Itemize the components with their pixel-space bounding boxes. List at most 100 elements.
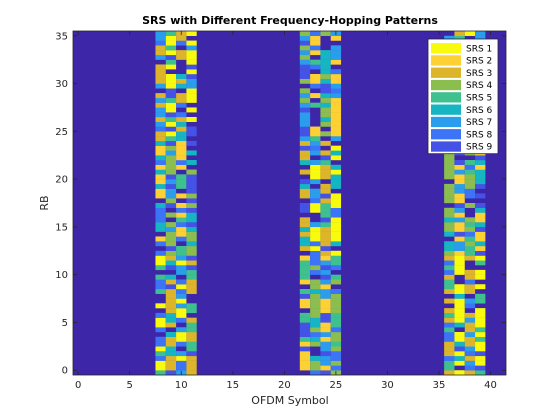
srs-cell	[165, 74, 177, 79]
srs-cell	[444, 312, 455, 318]
srs-cell	[165, 341, 177, 347]
srs-cell	[176, 308, 187, 314]
srs-cell	[155, 327, 166, 333]
srs-cell	[310, 164, 321, 170]
srs-cell	[310, 241, 321, 247]
srs-cell	[454, 322, 465, 328]
srs-cell	[320, 183, 331, 189]
srs-cell	[310, 279, 321, 285]
srs-cell	[444, 155, 455, 161]
srs-cell	[330, 317, 342, 323]
srs-cell	[320, 74, 331, 79]
srs-cell	[176, 355, 187, 361]
srs-cell	[299, 188, 311, 194]
srs-cell	[155, 370, 166, 376]
srs-cell	[310, 126, 321, 132]
srs-cell	[155, 179, 166, 185]
srs-cell	[330, 327, 342, 333]
srs-cell	[165, 174, 177, 180]
srs-cell	[155, 83, 166, 89]
srs-cell	[444, 284, 455, 290]
srs-cell	[186, 346, 197, 352]
srs-cell	[464, 346, 476, 352]
srs-cell	[299, 226, 311, 232]
srs-cell	[464, 322, 476, 328]
srs-cell	[176, 260, 187, 266]
srs-cell	[176, 289, 187, 294]
srs-cell	[330, 169, 342, 175]
srs-cell	[176, 140, 187, 146]
srs-cell	[464, 217, 476, 223]
srs-cell	[165, 121, 177, 127]
srs-cell	[155, 193, 166, 199]
srs-cell	[454, 293, 465, 299]
srs-cell	[165, 64, 177, 70]
srs-cell	[464, 250, 476, 256]
srs-cell	[310, 265, 321, 271]
srs-cell	[155, 279, 166, 285]
srs-cell	[165, 289, 177, 294]
srs-cell	[444, 193, 455, 199]
srs-cell	[464, 246, 476, 251]
srs-cell	[464, 274, 476, 280]
srs-cell	[176, 150, 187, 156]
srs-cell	[320, 231, 331, 237]
srs-cell	[475, 317, 486, 323]
srs-cell	[165, 351, 177, 357]
srs-cell	[454, 164, 465, 170]
srs-cell	[320, 312, 331, 318]
srs-cell	[330, 255, 342, 261]
srs-cell	[320, 31, 331, 36]
srs-cell	[176, 231, 187, 237]
srs-cell	[454, 255, 465, 261]
x-tick-label: 10	[175, 380, 188, 391]
srs-cell	[330, 207, 342, 213]
axis-ticks: 0 5 10 15 20 25 30 35 40 0 5 10 15 20 25 30 35	[55, 31, 506, 391]
srs-cell	[165, 332, 177, 337]
srs-cell	[454, 203, 465, 208]
srs-cell	[320, 193, 331, 199]
srs-cell	[310, 269, 321, 275]
srs-cell	[330, 293, 342, 299]
srs-cell	[155, 303, 166, 309]
srs-cell	[444, 246, 455, 251]
srs-cell	[464, 255, 476, 261]
srs-cell	[186, 93, 197, 99]
srs-cell	[165, 50, 177, 56]
srs-cell	[444, 174, 455, 180]
srs-cell	[165, 126, 177, 132]
legend-label: SRS 3	[466, 69, 492, 79]
srs-cell	[330, 93, 342, 99]
srs-cell	[320, 370, 331, 376]
srs-cell	[165, 155, 177, 161]
srs-cell	[454, 351, 465, 357]
srs-cell	[464, 174, 476, 180]
srs-cell	[310, 322, 321, 328]
srs-cell	[320, 355, 331, 361]
srs-cell	[176, 332, 187, 337]
srs-cell	[299, 54, 311, 60]
srs-cell	[475, 193, 486, 199]
srs-cell	[176, 341, 187, 347]
srs-cell	[444, 265, 455, 271]
srs-cell	[330, 312, 342, 318]
srs-cell	[454, 360, 465, 366]
srs-cell	[155, 40, 166, 46]
srs-cell	[155, 260, 166, 266]
srs-cell	[330, 260, 342, 266]
srs-cell	[444, 365, 455, 371]
srs-cell	[155, 212, 166, 218]
srs-cell	[310, 74, 321, 79]
srs-cell	[310, 102, 321, 108]
srs-cell	[475, 355, 486, 361]
srs-cell	[330, 222, 342, 228]
srs-cell	[299, 279, 311, 285]
srs-cell	[330, 241, 342, 247]
srs-cell	[299, 64, 311, 70]
srs-cell	[454, 31, 465, 36]
srs-cell	[310, 188, 321, 194]
srs-cell	[444, 255, 455, 261]
srs-cell	[165, 241, 177, 247]
srs-cell	[155, 250, 166, 256]
